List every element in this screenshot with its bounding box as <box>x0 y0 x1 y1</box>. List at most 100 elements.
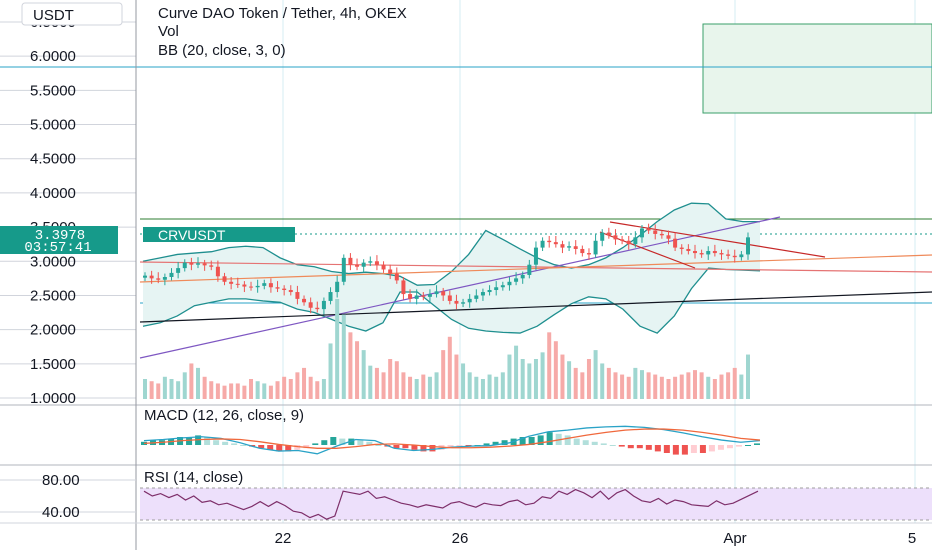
macd-histogram-bar <box>456 445 463 447</box>
macd-histogram-bar <box>726 445 733 449</box>
price-badge: 3.3978 03:57:41 <box>0 226 118 256</box>
volume-bar <box>673 376 678 399</box>
macd-histogram-bar <box>186 437 193 445</box>
volume-bar <box>533 359 538 399</box>
price-tick-label: 3.0000 <box>30 253 76 270</box>
volume-bar <box>162 376 167 399</box>
price-badge-box <box>0 226 118 254</box>
candle-down <box>712 251 717 254</box>
volume-bar <box>441 350 446 399</box>
bollinger-indicator-label[interactable]: BB (20, close, 3, 0) <box>158 42 286 59</box>
macd-histogram-bar <box>330 437 337 445</box>
volume-bar <box>189 363 194 399</box>
rsi-tick-label: 80.00 <box>42 472 80 489</box>
candle-down <box>441 291 446 296</box>
volume-bar <box>706 376 711 399</box>
candle-up <box>182 262 187 269</box>
macd-histogram-bar <box>573 438 580 445</box>
candle-down <box>209 265 214 267</box>
macd-histogram-bar <box>231 443 238 445</box>
candle-up <box>176 268 181 273</box>
macd-histogram-bar <box>663 445 670 453</box>
time-tick-label: 22 <box>275 530 292 547</box>
volume-bar <box>606 367 611 399</box>
volume-bar <box>249 379 254 399</box>
volume-bar <box>321 379 326 399</box>
volume-bar <box>229 383 234 399</box>
symbol-tag-box <box>143 227 295 242</box>
volume-bar <box>408 376 413 399</box>
rsi-axis[interactable]: 80.00 40.00 <box>0 472 136 521</box>
volume-bar <box>361 350 366 399</box>
macd-histogram-bar <box>141 441 147 445</box>
candle-up <box>633 237 638 245</box>
candle-down <box>149 275 154 279</box>
rsi-line <box>143 488 759 520</box>
trendline-black <box>139 291 932 323</box>
volume-bar <box>315 381 320 399</box>
volume-bar <box>388 359 393 399</box>
volume-bar <box>739 374 744 399</box>
price-tick-label: 1.0000 <box>30 390 76 407</box>
candle-up <box>434 291 439 295</box>
candle-up <box>507 281 512 286</box>
macd-histogram-bar <box>294 445 301 450</box>
volume-bar <box>176 381 181 399</box>
candle-down <box>547 240 552 243</box>
volume-bar <box>573 367 578 399</box>
macd-histogram-bar <box>582 440 589 445</box>
volume-bar <box>454 354 459 399</box>
candle-down <box>560 244 565 248</box>
volume-bar <box>368 365 373 399</box>
macd-histogram-bar <box>339 438 346 445</box>
volume-bar <box>507 354 512 399</box>
candle-up <box>255 285 260 288</box>
candle-down <box>374 261 379 265</box>
candle-up <box>567 246 572 248</box>
candle-down <box>295 292 300 299</box>
price-axis[interactable]: 6.50006.00005.50005.00004.50004.00003.50… <box>30 14 76 407</box>
time-axis[interactable]: 22 26 Apr 5 <box>275 530 917 547</box>
macd-histogram-bar <box>312 443 319 445</box>
volume-bar <box>196 367 201 399</box>
volume-bar <box>659 376 664 399</box>
candle-up <box>480 292 485 296</box>
candle-up <box>474 295 479 299</box>
candle-up <box>593 240 598 255</box>
candle-down <box>686 248 691 252</box>
rsi-label[interactable]: RSI (14, close) <box>144 469 243 486</box>
volume-bar <box>553 341 558 399</box>
symbol-tag[interactable]: CRVUSDT <box>143 227 295 243</box>
macd-histogram-bar <box>258 445 265 449</box>
volume-bar <box>235 383 240 399</box>
long-position-area <box>702 23 932 114</box>
macd-label[interactable]: MACD (12, 26, close, 9) <box>144 407 304 424</box>
macd-histogram-bar <box>690 445 697 453</box>
macd-histogram-bar <box>699 445 706 453</box>
volume-bar <box>633 367 638 399</box>
volume-bar <box>143 379 147 399</box>
macd-histogram-bar <box>618 445 625 447</box>
price-tick-label: 5.0000 <box>30 117 76 134</box>
volume-bar <box>467 372 472 399</box>
volume-bar <box>302 367 307 399</box>
volume-bar <box>295 372 300 399</box>
candle-down <box>719 253 724 255</box>
price-tick-label: 4.5000 <box>30 151 76 168</box>
volume-bar <box>255 381 260 399</box>
volume-bar <box>282 376 287 399</box>
candle-up <box>328 292 333 301</box>
candle-down <box>401 280 406 295</box>
macd-histogram-bar <box>303 445 310 449</box>
candle-up <box>500 285 505 288</box>
candle-up <box>321 300 326 310</box>
volume-bar <box>593 350 598 399</box>
price-tick-label: 5.5000 <box>30 82 76 99</box>
candle-down <box>229 281 234 284</box>
macd-histogram-bar <box>285 445 292 452</box>
volume-indicator-label[interactable]: Vol <box>158 23 179 40</box>
currency-label-box[interactable] <box>21 2 123 26</box>
volume-bars <box>143 299 750 399</box>
volume-bar <box>639 370 644 399</box>
